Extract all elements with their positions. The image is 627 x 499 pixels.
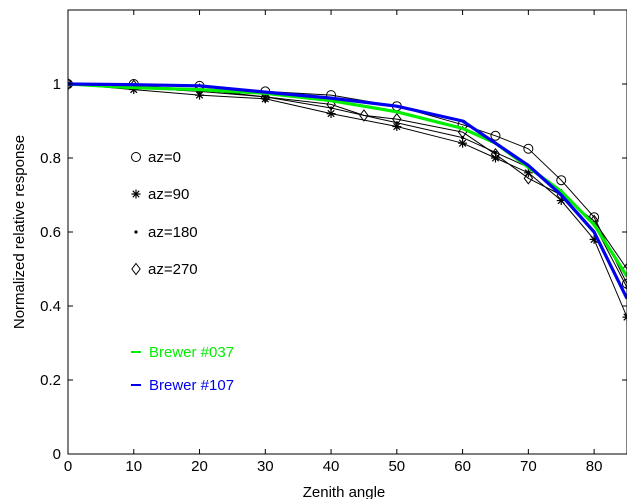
data-point-diamond: [523, 172, 534, 185]
y-axis-label: Normalized relative response: [11, 135, 28, 329]
legend-entry-az-90: az=90: [131, 186, 189, 203]
y-tick-label: 0.6: [40, 224, 61, 241]
x-tick-label: 80: [586, 458, 603, 475]
y-tick-label: 1: [53, 76, 61, 93]
legend-entry-brewer-037: Brewer #037: [131, 344, 234, 361]
legend-label: az=0: [148, 149, 181, 166]
legend-label: Brewer #107: [149, 377, 234, 394]
legend-label: Brewer #037: [149, 344, 234, 361]
x-tick-label: 30: [257, 458, 274, 475]
data-point-asterisk: [622, 312, 627, 322]
y-tick-label: 0.8: [40, 150, 61, 167]
x-tick-label: 50: [388, 458, 405, 475]
x-tick-label: 40: [323, 458, 340, 475]
x-tick-label: 0: [64, 458, 72, 475]
legend-entry-az-0: az=0: [131, 149, 181, 166]
x-axis-label: Zenith angle: [303, 484, 386, 499]
data-point-diamond: [194, 83, 205, 96]
data-point-asterisk: [326, 109, 336, 119]
data-point-asterisk: [589, 234, 599, 244]
legend: az=0 az=90 az=180 az=270 Brewer #037 Brewer #…: [131, 149, 234, 394]
data-point-diamond: [359, 109, 369, 122]
legend-marker-dot: [134, 230, 138, 234]
legend-entry-brewer-107: Brewer #107: [131, 377, 234, 394]
data-point-diamond: [622, 262, 627, 276]
series-layer: [68, 77, 627, 322]
legend-marker-circle: [131, 152, 141, 162]
series-line-brewer-107: [68, 82, 627, 300]
data-point-diamond: [68, 77, 73, 91]
x-tick-label: 60: [454, 458, 471, 475]
y-tick-label: 0: [53, 446, 61, 463]
data-point-circle: [622, 278, 627, 289]
legend-label: az=180: [148, 224, 198, 241]
x-tick-label: 20: [191, 458, 208, 475]
legend-marker-asterisk: [131, 189, 141, 199]
data-point-diamond: [490, 147, 501, 161]
data-point-circle: [556, 175, 567, 186]
data-point-asterisk: [260, 94, 270, 104]
legend-marker-diamond: [131, 262, 141, 276]
y-tick-label: 0.4: [40, 298, 61, 315]
series-line-brewer-037: [68, 82, 627, 278]
data-point-diamond: [392, 112, 402, 126]
data-point-asterisk: [490, 153, 500, 163]
series-line-asterisk: [68, 83, 627, 318]
y-tick-label: 0.2: [40, 372, 61, 389]
legend-label: az=270: [148, 261, 198, 278]
data-point-asterisk: [392, 122, 402, 132]
legend-entry-az-180: az=180: [134, 224, 198, 241]
legend-label: az=90: [148, 186, 189, 203]
x-tick-label: 70: [520, 458, 537, 475]
data-point-circle: [523, 143, 534, 154]
series-line-circle: [68, 83, 627, 285]
data-point-asterisk: [458, 138, 468, 148]
x-tick-label: 10: [125, 458, 142, 475]
data-point-asterisk: [129, 85, 139, 95]
legend-entry-az-270: az=270: [131, 261, 198, 278]
ticks-layer: 0 10 20 30 40 50 60 70 80 0 0.2 0.4 0.6 0.8 1: [40, 10, 627, 475]
data-point-circle: [490, 130, 501, 141]
